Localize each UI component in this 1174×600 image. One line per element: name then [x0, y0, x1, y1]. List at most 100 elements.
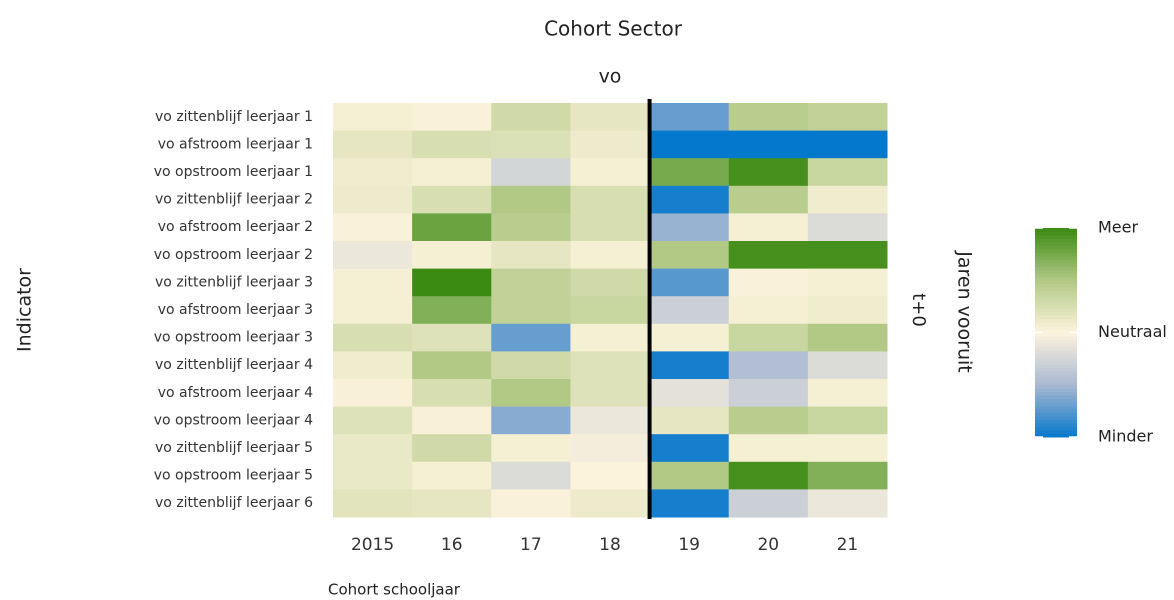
legend-gradient — [1035, 412, 1077, 417]
legend-gradient — [1035, 433, 1077, 438]
legend-label: Meer — [1098, 218, 1138, 237]
legend-gradient — [1035, 297, 1077, 302]
y-tick-label: vo afstroom leerjaar 4 — [158, 385, 313, 401]
heat-cell — [728, 461, 809, 490]
heat-cell — [570, 268, 651, 297]
heat-cell — [412, 103, 492, 132]
y-tick-label: vo afstroom leerjaar 3 — [158, 302, 313, 318]
y-tick-label: vo opstroom leerjaar 5 — [154, 468, 313, 484]
legend-gradient — [1035, 308, 1077, 313]
legend-gradient — [1035, 287, 1077, 292]
legend-gradient — [1035, 381, 1077, 386]
heat-cell — [649, 434, 730, 463]
heat-cell — [570, 461, 651, 490]
heat-cell — [728, 296, 809, 325]
y-tick-label: vo opstroom leerjaar 4 — [154, 412, 313, 428]
heat-cell — [491, 213, 571, 242]
legend-gradient — [1035, 398, 1077, 403]
heat-cell — [412, 351, 492, 380]
y-tick-label: vo zittenblijf leerjaar 2 — [155, 192, 313, 208]
heat-cell — [728, 379, 809, 408]
heat-cell — [807, 489, 888, 518]
legend-label: Neutraal — [1098, 322, 1167, 341]
legend-gradient — [1035, 259, 1077, 264]
heat-cell — [649, 130, 730, 159]
heat-cell — [491, 406, 571, 435]
heat-cell — [807, 379, 888, 408]
heat-cell — [412, 323, 492, 352]
heat-cell — [570, 103, 651, 132]
heat-cell — [570, 185, 651, 214]
heat-cell — [491, 296, 571, 325]
y-tick-label: vo zittenblijf leerjaar 4 — [155, 357, 313, 373]
x-tick-label: 17 — [520, 535, 542, 555]
heat-cell — [807, 351, 888, 380]
legend-gradient — [1035, 423, 1077, 428]
legend-gradient — [1035, 419, 1077, 424]
legend-gradient — [1035, 409, 1077, 414]
heat-cell — [649, 489, 730, 518]
heat-cell — [807, 241, 888, 270]
heat-cell — [649, 241, 730, 270]
heat-cell — [728, 434, 809, 463]
heat-cell — [491, 461, 571, 490]
legend-gradient — [1035, 315, 1077, 320]
legend-gradient — [1035, 280, 1077, 285]
heat-cell — [333, 241, 413, 270]
x-tick-label: 20 — [757, 535, 779, 555]
legend-gradient — [1035, 255, 1077, 260]
legend-gradient — [1035, 322, 1077, 327]
heat-cell — [807, 213, 888, 242]
heat-cell — [649, 323, 730, 352]
heat-cell — [570, 379, 651, 408]
heat-cell — [728, 103, 809, 132]
heat-cell — [570, 158, 651, 187]
heat-cell — [491, 434, 571, 463]
heat-cell — [807, 185, 888, 214]
heat-cell — [807, 323, 888, 352]
heat-cell — [649, 406, 730, 435]
legend-gradient — [1035, 311, 1077, 316]
heat-cell — [412, 379, 492, 408]
legend-gradient — [1035, 269, 1077, 274]
legend-gradient — [1035, 301, 1077, 306]
legend-gradient — [1035, 252, 1077, 257]
heat-cell — [333, 323, 413, 352]
heat-cell — [412, 130, 492, 159]
facet-title: Jaren vooruit — [954, 250, 976, 373]
heat-cell — [333, 351, 413, 380]
heat-cell — [807, 406, 888, 435]
legend-gradient — [1035, 304, 1077, 309]
x-tick-label: 2015 — [351, 535, 394, 555]
heat-cell — [333, 406, 413, 435]
heat-cell — [570, 351, 651, 380]
heat-cell — [649, 296, 730, 325]
heat-cell — [649, 158, 730, 187]
legend-gradient — [1035, 405, 1077, 410]
heat-cell — [807, 434, 888, 463]
legend-gradient — [1035, 329, 1077, 333]
legend-gradient — [1035, 238, 1077, 243]
heat-cell — [649, 103, 730, 132]
legend-gradient — [1035, 353, 1077, 358]
heat-cell — [649, 379, 730, 408]
heat-cell — [570, 296, 651, 325]
heat-cell — [570, 130, 651, 159]
legend-gradient — [1035, 388, 1077, 393]
heat-cell — [491, 130, 571, 159]
heat-cell — [333, 185, 413, 214]
y-tick-label: vo zittenblijf leerjaar 5 — [155, 440, 313, 456]
legend-gradient — [1035, 367, 1077, 372]
heat-cell — [412, 296, 492, 325]
legend-gradient — [1035, 290, 1077, 295]
heat-cell — [412, 461, 492, 490]
heat-cell — [333, 268, 413, 297]
heat-cell — [570, 323, 651, 352]
legend-gradient — [1035, 335, 1077, 340]
legend-gradient — [1035, 231, 1077, 236]
heat-cell — [807, 130, 888, 159]
y-tick-label: vo afstroom leerjaar 1 — [158, 136, 313, 152]
legend-label: Minder — [1098, 427, 1153, 446]
x-tick-label: 18 — [599, 535, 621, 555]
